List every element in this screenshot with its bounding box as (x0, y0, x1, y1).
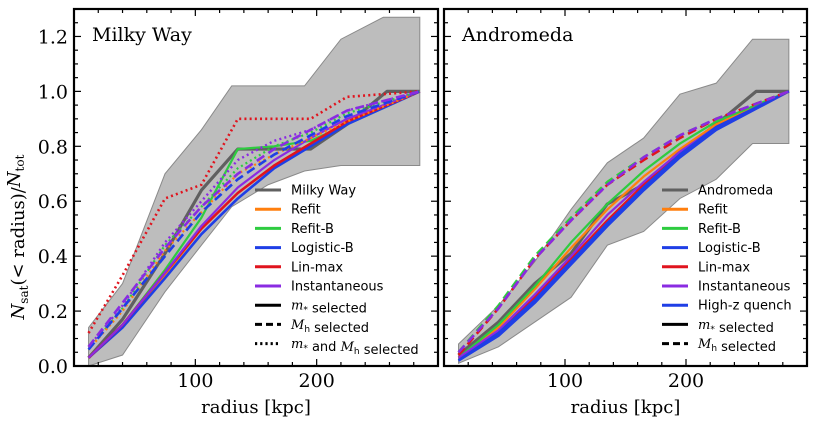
legend-label: Refit (698, 203, 728, 218)
legend-label: m* selected (698, 318, 774, 336)
y-axis-label: Nsat(< radius)/Ntot (4, 154, 31, 320)
series-milky-way (87, 89, 420, 359)
series-logistic-b (87, 90, 421, 359)
legend-label: Logistic-B (698, 241, 761, 256)
series-lin-max-m-mh (87, 90, 420, 334)
series-instantaneous (87, 90, 421, 359)
y-tick-label: 0.2 (38, 301, 68, 323)
legend-label: m* selected (291, 299, 367, 317)
legend-label: High-z quench (698, 299, 792, 314)
legend-label: Logistic-B (291, 241, 354, 256)
legend-label: Milky Way (291, 184, 356, 199)
x-axis-label: radius [kpc] (571, 397, 681, 418)
x-tick-label: 200 (299, 370, 335, 392)
y-tick-label: 1.2 (38, 26, 68, 48)
legend-label: Mh selected (697, 337, 776, 355)
legend-label: Lin-max (698, 260, 750, 275)
y-tick-label: 0.4 (38, 246, 68, 268)
series-logistic-b-mh (87, 90, 421, 351)
x-tick-label: 200 (668, 370, 704, 392)
x-tick-label: 100 (177, 370, 213, 392)
series-instantaneous-mh (457, 90, 790, 354)
series-instantaneous-mh (87, 90, 421, 348)
panel-title: Milky Way (92, 24, 192, 46)
x-tick-label: 100 (547, 370, 583, 392)
legend-label: m* and Mh selected (291, 337, 419, 358)
andromeda-panel: 100 200 radius [kpc] Andromeda Andromeda Refi… (442, 7, 809, 418)
series-high-z-quench (457, 90, 790, 362)
legend-label: Refit (291, 203, 321, 218)
y-tick-label: 0.0 (38, 356, 68, 378)
legend-label: Refit-B (698, 222, 741, 237)
legend-label: Mh selected (290, 318, 369, 336)
legend-label: Refit-B (291, 222, 334, 237)
series-refit (457, 90, 790, 359)
series-logistic-b (457, 90, 790, 362)
x-axis-label: radius [kpc] (201, 397, 311, 418)
y-tick-label: 0.8 (38, 136, 68, 158)
milky-way-panel: 100 200 0.0 0.2 0.4 0.6 0.8 1.0 1.2 radius [kpc] M… (38, 7, 440, 418)
y-tick-label: 1.0 (38, 81, 68, 103)
legend-label: Andromeda (698, 184, 773, 199)
legend-label: Lin-max (291, 260, 343, 275)
y-tick-label: 0.6 (38, 191, 68, 213)
series-refit-b-m-mh (87, 90, 421, 351)
scatter-band (88, 16, 421, 366)
panel-title: Andromeda (461, 24, 573, 46)
series-refit-b (457, 90, 790, 359)
legend-label: Instantaneous (698, 280, 791, 295)
series-refit-m-mh (87, 90, 421, 351)
legend-label: Instantaneous (291, 280, 384, 295)
